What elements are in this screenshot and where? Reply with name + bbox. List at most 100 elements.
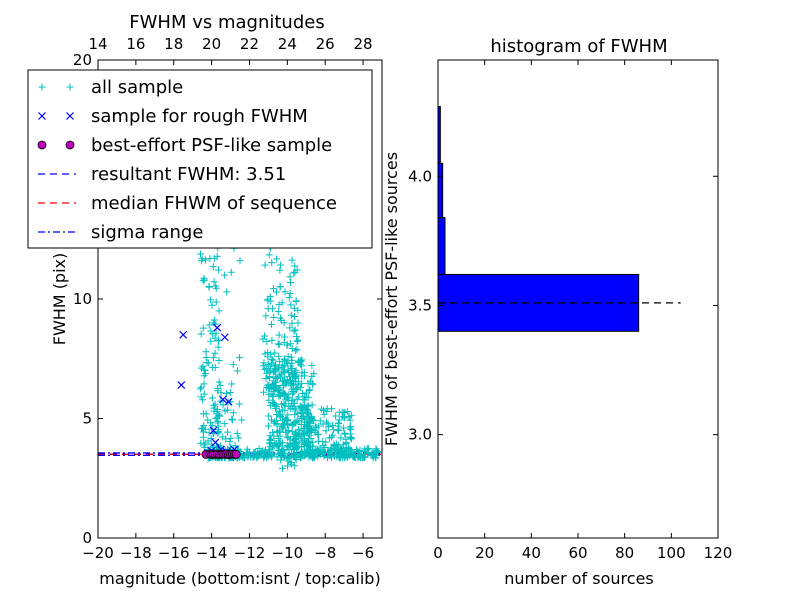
x-tick-label: 0 — [433, 544, 443, 562]
plus-marker — [287, 301, 295, 309]
plus-marker — [280, 382, 288, 390]
plus-marker — [200, 422, 208, 430]
x-tick-label: −18 — [120, 544, 152, 562]
plus-marker — [222, 435, 230, 443]
plus-marker — [275, 352, 283, 360]
plus-marker — [293, 439, 301, 447]
plus-marker — [316, 450, 324, 458]
plus-marker — [202, 348, 210, 356]
y-tick-label: 3.0 — [408, 426, 432, 444]
plus-marker — [207, 296, 215, 304]
plus-marker — [211, 363, 219, 371]
plus-marker — [277, 316, 285, 324]
plus-marker — [208, 394, 216, 402]
plus-marker — [278, 464, 286, 472]
top-x-tick-label: 26 — [316, 35, 335, 53]
plus-marker — [228, 415, 236, 423]
plus-marker — [322, 427, 330, 435]
plus-marker — [270, 387, 278, 395]
plus-marker — [309, 442, 317, 450]
plus-marker — [217, 389, 225, 397]
x-tick-label: 100 — [657, 544, 686, 562]
plus-marker — [263, 337, 271, 345]
plus-marker — [294, 426, 302, 434]
plus-marker — [280, 339, 288, 347]
plus-marker — [308, 380, 316, 388]
plus-marker — [364, 449, 372, 457]
x-tick-label: 60 — [568, 544, 587, 562]
x-marker — [177, 381, 186, 389]
plus-marker — [288, 371, 296, 379]
plus-marker — [291, 326, 299, 334]
x-tick-label: 80 — [615, 544, 634, 562]
plus-marker — [287, 353, 295, 361]
plus-marker — [329, 421, 337, 429]
plus-marker — [273, 428, 281, 436]
plus-marker — [334, 420, 342, 428]
plus-marker — [287, 362, 295, 370]
plus-marker — [340, 409, 348, 417]
plus-marker — [332, 446, 340, 454]
plus-marker — [216, 412, 224, 420]
plus-marker — [244, 451, 252, 459]
plus-marker — [282, 358, 290, 366]
plus-marker — [332, 412, 340, 420]
plus-marker — [207, 419, 215, 427]
plus-marker — [290, 388, 298, 396]
plus-marker — [199, 277, 207, 285]
plus-marker — [285, 397, 293, 405]
plus-marker — [346, 433, 354, 441]
x-tick-label: −12 — [234, 544, 266, 562]
plus-marker — [293, 333, 301, 341]
plus-marker — [274, 308, 282, 316]
plus-marker — [306, 418, 314, 426]
y-tick-label: 20 — [73, 51, 92, 69]
plus-marker — [273, 255, 281, 263]
plus-marker — [269, 356, 277, 364]
plus-marker — [276, 432, 284, 440]
plus-marker — [280, 400, 288, 408]
legend-label: all sample — [91, 77, 183, 98]
plus-marker — [285, 457, 293, 465]
plus-marker — [267, 359, 275, 367]
plus-marker — [345, 444, 353, 452]
plus-marker — [221, 420, 229, 428]
plus-marker — [200, 372, 208, 380]
plus-marker — [249, 453, 257, 461]
plus-marker — [284, 462, 292, 470]
plus-marker — [273, 441, 281, 449]
plus-marker — [227, 268, 235, 276]
plus-marker — [274, 340, 282, 348]
y-tick-label: 0 — [82, 529, 92, 547]
plus-marker — [257, 447, 265, 455]
plus-marker — [210, 278, 218, 286]
plus-marker — [271, 418, 279, 426]
plus-marker — [276, 449, 284, 457]
plus-marker — [209, 330, 217, 338]
plus-marker — [346, 416, 354, 424]
plus-marker — [286, 435, 294, 443]
histogram-panel: histogram of FWHM 0 20 40 60 80 100 120 3.0 3.5… — [382, 36, 732, 588]
plus-marker — [238, 416, 246, 424]
plus-marker — [370, 449, 378, 457]
plus-marker — [340, 424, 348, 432]
plus-marker — [293, 266, 301, 274]
plus-marker — [272, 365, 280, 373]
plus-marker — [271, 366, 279, 374]
plus-marker — [199, 324, 207, 332]
plus-marker — [291, 262, 299, 270]
plus-marker — [278, 417, 286, 425]
plus-marker — [303, 405, 311, 413]
plus-marker — [320, 410, 328, 418]
plus-marker — [287, 311, 295, 319]
plus-marker — [300, 372, 308, 380]
legend-label: median FHWM of sequence — [91, 193, 337, 214]
plus-marker — [211, 400, 219, 408]
plus-marker — [209, 319, 217, 327]
plus-marker — [260, 359, 268, 367]
plus-marker — [262, 312, 270, 320]
plus-marker — [363, 446, 371, 454]
plus-marker — [267, 416, 275, 424]
plus-marker — [348, 435, 356, 443]
plus-marker — [261, 350, 269, 358]
